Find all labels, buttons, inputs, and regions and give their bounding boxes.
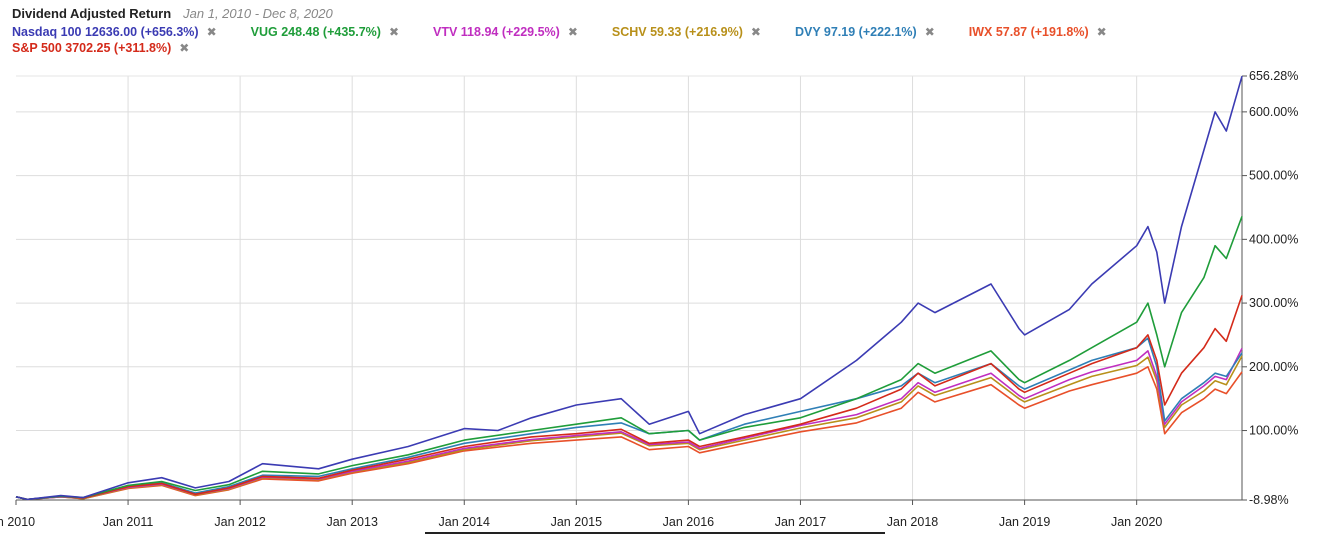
remove-series-icon[interactable]: ✖ — [750, 25, 761, 39]
legend-label: Nasdaq 100 12636.00 (+656.3%) — [12, 25, 199, 39]
series-line-nasdaq-100 — [15, 75, 1243, 501]
legend-label: VUG 248.48 (+435.7%) — [250, 25, 381, 39]
legend-label: VTV 118.94 (+229.5%) — [433, 25, 560, 39]
legend-item: S&P 500 3702.25 (+311.8%) ✖ — [12, 41, 189, 55]
legend-label: IWX 57.87 (+191.8%) — [968, 25, 1089, 39]
legend-label: DVY 97.19 (+222.1%) — [794, 25, 917, 39]
chart-header: Dividend Adjusted Return Jan 1, 2010 - D… — [12, 6, 1312, 55]
y-tick-label: -8.98% — [1249, 493, 1289, 507]
legend-item: SCHV 59.33 (+216.9%) ✖ — [612, 25, 761, 39]
remove-series-icon[interactable]: ✖ — [567, 25, 578, 39]
x-tick-label: Jan 2013 — [326, 515, 377, 529]
legend-item: VUG 248.48 (+435.7%) ✖ — [251, 25, 399, 39]
series-line-s-p-500 — [15, 295, 1243, 501]
remove-series-icon[interactable]: ✖ — [1096, 25, 1107, 39]
legend-item: VTV 118.94 (+229.5%) ✖ — [433, 25, 578, 39]
remove-series-icon[interactable]: ✖ — [206, 25, 217, 39]
y-tick-label: 400.00% — [1249, 232, 1298, 246]
legend-label: S&P 500 3702.25 (+311.8%) — [12, 41, 172, 55]
x-tick-label: Jan 2012 — [214, 515, 265, 529]
x-tick-label: Jan 2014 — [439, 515, 490, 529]
remove-series-icon[interactable]: ✖ — [179, 41, 190, 55]
x-tick-label: Jan 2020 — [1111, 515, 1162, 529]
x-tick-label: Jan 2011 — [103, 515, 154, 529]
y-tick-label: 200.00% — [1249, 360, 1298, 374]
legend-item: IWX 57.87 (+191.8%) ✖ — [969, 25, 1107, 39]
legend-item: Nasdaq 100 12636.00 (+656.3%) ✖ — [12, 25, 217, 39]
series-line-dvy — [15, 337, 1243, 501]
x-tick-label: Jan 2018 — [887, 515, 938, 529]
legend: Nasdaq 100 12636.00 (+656.3%) ✖ VUG 248.48… — [12, 25, 1262, 55]
remove-series-icon[interactable]: ✖ — [924, 25, 935, 39]
legend-label: SCHV 59.33 (+216.9%) — [611, 25, 743, 39]
y-tick-label: 500.00% — [1249, 169, 1298, 183]
series-line-vug — [15, 216, 1243, 501]
date-range: Jan 1, 2010 - Dec 8, 2020 — [183, 6, 333, 21]
y-tick-label: 600.00% — [1249, 105, 1298, 119]
y-tick-label: 656.28% — [1249, 69, 1298, 83]
x-tick-label: Jan 2017 — [775, 515, 826, 529]
x-tick-label: n 2010 — [0, 515, 35, 529]
series-line-vtv — [15, 347, 1243, 501]
chart-title: Dividend Adjusted Return — [12, 6, 172, 21]
legend-item: DVY 97.19 (+222.1%) ✖ — [795, 25, 935, 39]
remove-series-icon[interactable]: ✖ — [388, 25, 400, 39]
range-scroll-bar[interactable] — [425, 532, 885, 534]
y-tick-label: 300.00% — [1249, 296, 1298, 310]
y-tick-label: 100.00% — [1249, 424, 1298, 438]
x-tick-label: Jan 2019 — [999, 515, 1050, 529]
x-tick-label: Jan 2016 — [663, 515, 714, 529]
title-row: Dividend Adjusted Return Jan 1, 2010 - D… — [12, 6, 1312, 21]
x-tick-label: Jan 2015 — [551, 515, 602, 529]
